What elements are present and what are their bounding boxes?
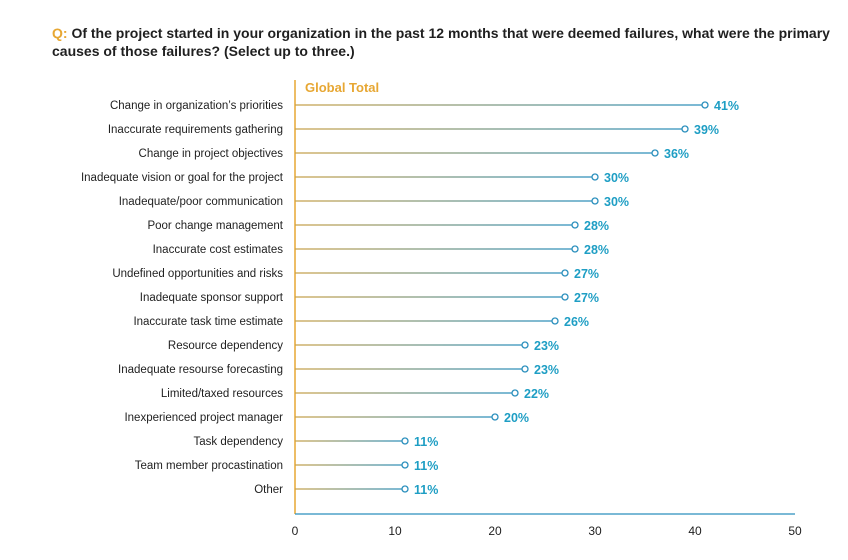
lollipop-marker bbox=[491, 413, 499, 421]
value-label: 28% bbox=[584, 219, 609, 233]
lollipop-marker bbox=[571, 221, 579, 229]
category-label: Inadequate resourse forecasting bbox=[118, 364, 283, 376]
value-label: 23% bbox=[534, 339, 559, 353]
question-body: Of the project started in your organizat… bbox=[52, 25, 830, 59]
lollipop-marker bbox=[701, 101, 709, 109]
category-label: Inaccurate task time estimate bbox=[133, 316, 283, 328]
x-tick-label: 10 bbox=[388, 524, 402, 538]
category-label: Inaccurate cost estimates bbox=[153, 244, 284, 256]
value-label: 39% bbox=[694, 123, 719, 137]
x-tick-label: 0 bbox=[292, 524, 299, 538]
x-tick-label: 30 bbox=[588, 524, 602, 538]
category-label: Inadequate sponsor support bbox=[140, 292, 284, 304]
category-label: Poor change management bbox=[147, 220, 283, 232]
lollipop-marker bbox=[561, 293, 569, 301]
lollipop-marker bbox=[561, 269, 569, 277]
series-name: Global Total bbox=[305, 80, 379, 95]
lollipop-marker bbox=[521, 341, 529, 349]
value-label: 28% bbox=[584, 243, 609, 257]
value-label: 23% bbox=[534, 363, 559, 377]
lollipop-marker bbox=[651, 149, 659, 157]
category-label: Inaccurate requirements gathering bbox=[108, 124, 283, 136]
value-label: 27% bbox=[574, 291, 599, 305]
lollipop-marker bbox=[681, 125, 689, 133]
category-label: Task dependency bbox=[193, 436, 283, 448]
category-label: Undefined opportunities and risks bbox=[112, 268, 283, 280]
value-label: 30% bbox=[604, 171, 629, 185]
value-label: 22% bbox=[524, 387, 549, 401]
lollipop-marker bbox=[571, 245, 579, 253]
value-label: 41% bbox=[714, 99, 739, 113]
value-label: 11% bbox=[414, 435, 438, 449]
category-label: Change in organization’s priorities bbox=[110, 100, 283, 112]
value-label: 26% bbox=[564, 315, 589, 329]
lollipop-marker bbox=[401, 437, 409, 445]
category-label: Change in project objectives bbox=[139, 148, 284, 160]
lollipop-marker bbox=[401, 485, 409, 493]
value-label: 11% bbox=[414, 459, 438, 473]
lollipop-marker bbox=[521, 365, 529, 373]
value-label: 11% bbox=[414, 483, 438, 497]
question-prefix: Q: bbox=[52, 25, 68, 41]
value-label: 36% bbox=[664, 147, 689, 161]
category-label: Inexperienced project manager bbox=[124, 412, 283, 424]
question-text: Q: Of the project started in your organi… bbox=[52, 24, 832, 60]
x-tick-label: 40 bbox=[688, 524, 702, 538]
category-label: Inadequate vision or goal for the projec… bbox=[81, 172, 284, 184]
x-tick-label: 20 bbox=[488, 524, 502, 538]
lollipop-marker bbox=[591, 197, 599, 205]
lollipop-marker bbox=[591, 173, 599, 181]
x-tick-label: 50 bbox=[788, 524, 802, 538]
lollipop-marker bbox=[511, 389, 519, 397]
value-label: 27% bbox=[574, 267, 599, 281]
category-label: Other bbox=[254, 484, 283, 496]
category-label: Limited/taxed resources bbox=[161, 388, 283, 400]
category-label: Inadequate/poor communication bbox=[119, 196, 283, 208]
value-label: 30% bbox=[604, 195, 629, 209]
lollipop-marker bbox=[551, 317, 559, 325]
category-label: Team member procastination bbox=[135, 460, 283, 472]
category-label: Resource dependency bbox=[168, 340, 283, 352]
value-label: 20% bbox=[504, 411, 529, 425]
lollipop-marker bbox=[401, 461, 409, 469]
